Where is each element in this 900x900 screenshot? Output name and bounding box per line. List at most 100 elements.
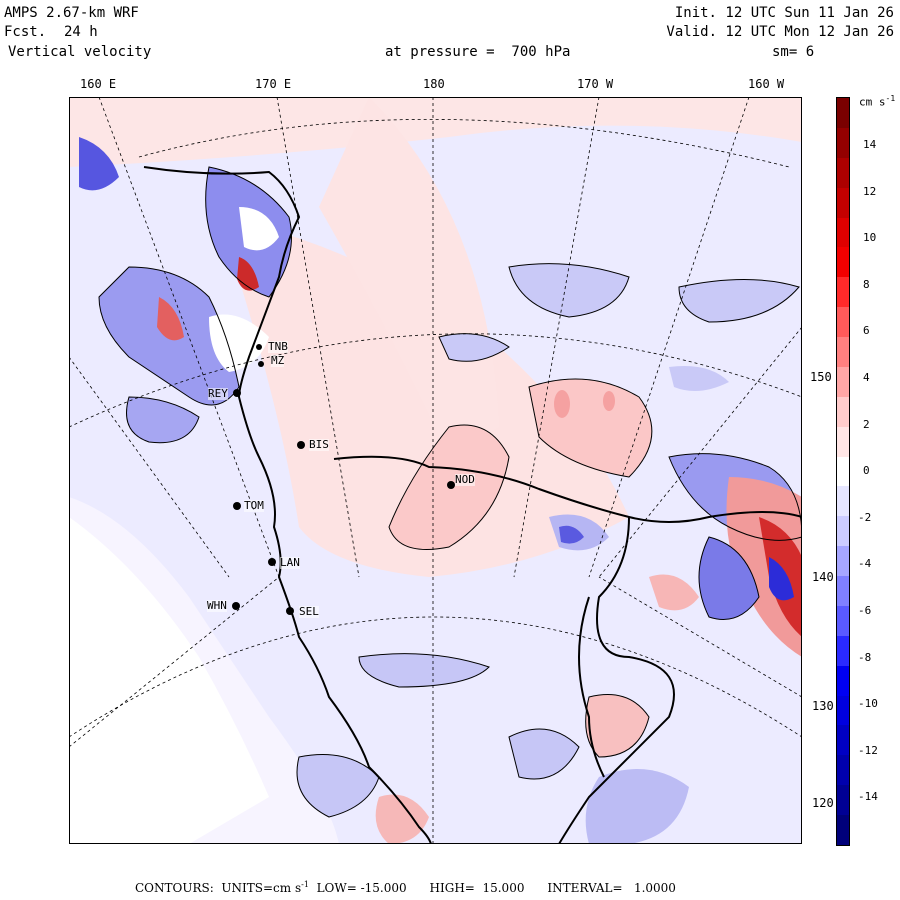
- positive-region: [585, 694, 649, 757]
- contour-info: CONTOURS: UNITS=cm s-1 LOW= -15.000 HIGH…: [135, 880, 676, 895]
- negative-region: [297, 754, 379, 817]
- colorbar-swatch: [837, 127, 849, 158]
- colorbar-swatch: [837, 157, 849, 188]
- contours-label: CONTOURS:: [135, 881, 214, 895]
- terrain-mask: [209, 314, 269, 372]
- colorbar-tick-label: -14: [858, 790, 878, 804]
- lon-label-180: 180: [423, 77, 445, 91]
- positive-region: [319, 97, 499, 457]
- high-value: HIGH= 15.000: [429, 881, 525, 895]
- vertical-velocity-map: [69, 97, 802, 844]
- lon-label-160w: 160 W: [748, 77, 785, 91]
- negative-region: [359, 653, 489, 687]
- station-dot-bis: [297, 441, 305, 449]
- negative-region: [559, 525, 584, 544]
- colorbar-tick-label: 0: [863, 464, 870, 478]
- lon-label-170w: 170 W: [577, 77, 614, 91]
- station-label-tom: TOM: [244, 499, 264, 512]
- colorbar-tick-label: -8: [858, 650, 872, 664]
- negative-region: [699, 537, 759, 620]
- negative-region: [585, 769, 689, 844]
- colorbar-tick-label: -2: [858, 510, 872, 524]
- colorbar-swatch: [837, 785, 849, 815]
- forecast-hours: 24 h: [64, 24, 98, 40]
- low-value: LOW= -15.000: [316, 881, 407, 895]
- colorbar-tick-label: -4: [858, 557, 872, 571]
- station-dot-tom: [233, 502, 241, 510]
- colorbar-swatch: [837, 98, 849, 128]
- colorbar-tick-label: -6: [858, 604, 872, 617]
- colorbar-swatch: [837, 725, 849, 756]
- station-dot-lan: [268, 558, 276, 566]
- negative-region: [79, 137, 119, 191]
- colorbar-swatch: [837, 665, 849, 696]
- station-dot-sel: [286, 607, 294, 615]
- field-name: Vertical velocity: [8, 44, 152, 60]
- colorbar-swatch: [837, 486, 849, 517]
- station-label-lan: LAN: [280, 556, 300, 569]
- colorbar-swatch: [837, 456, 849, 487]
- station-label-bis: BIS: [309, 438, 329, 451]
- station-label-rey: REY: [208, 387, 228, 400]
- colorbar-swatch: [837, 516, 849, 547]
- colorbar-swatch: [837, 635, 849, 666]
- colorbar-swatch: [837, 217, 849, 248]
- station-label-mz: MZ: [271, 354, 285, 367]
- valid-time: Valid. 12 UTC Mon 12 Jan 26: [666, 24, 894, 40]
- station-dot-mz: [258, 361, 264, 367]
- colorbar-swatch: [837, 396, 849, 427]
- smoothing-label: sm= 6: [772, 44, 815, 60]
- colorbar-tick-label: 12: [863, 184, 877, 198]
- colorbar-tick-label: -10: [858, 697, 878, 711]
- pressure-level: at pressure = 700 hPa: [385, 44, 571, 60]
- terrain-mask: [239, 207, 279, 251]
- colorbar-swatch: [837, 187, 849, 218]
- positive-region: [69, 97, 802, 167]
- station-dot-nod: [447, 481, 455, 489]
- negative-region: [679, 279, 799, 322]
- contour-lines: [98, 166, 802, 818]
- colorbar-units: cm s-1: [859, 94, 896, 109]
- colorbar-swatch: [837, 546, 849, 576]
- positive-region: [603, 391, 615, 411]
- colorbar-tick-label: 6: [863, 324, 870, 338]
- colorbar-swatch: [837, 366, 849, 397]
- station-dot-tnb: [256, 344, 262, 350]
- coastline: [143, 166, 802, 844]
- negative-region: [669, 366, 729, 391]
- negative-region: [126, 397, 199, 443]
- station-dot-rey: [233, 389, 241, 397]
- negative-region: [509, 263, 629, 317]
- negative-region: [769, 557, 794, 601]
- positive-region: [649, 574, 699, 611]
- lat-lon-grid: [69, 97, 802, 844]
- colorbar: [836, 97, 850, 846]
- negative-region: [439, 333, 509, 362]
- lon-label-170e: 170 E: [255, 77, 292, 91]
- negative-region: [509, 729, 579, 779]
- model-title: AMPS 2.67-km WRF: [4, 5, 139, 21]
- colorbar-tick-label: 14: [863, 138, 877, 151]
- station-dot-whn: [232, 602, 240, 610]
- colorbar-tick-label: 2: [863, 417, 870, 431]
- colorbar-swatch: [837, 695, 849, 726]
- units-label: UNITS=cm s: [221, 881, 302, 895]
- forecast-label: Fcst.: [4, 24, 47, 40]
- map-frame: [69, 97, 802, 844]
- station-label-tnb: TNB: [268, 340, 288, 353]
- colorbar-tick-label: 4: [863, 371, 870, 384]
- colorbar-swatch: [837, 307, 849, 337]
- positive-region: [375, 794, 429, 844]
- station-label-nod: NOD: [455, 473, 475, 486]
- colorbar-tick-label: 8: [863, 277, 870, 291]
- colorbar-swatch: [837, 277, 849, 308]
- colorbar-tick-label: 10: [863, 231, 877, 245]
- colorbar-swatch: [837, 576, 849, 606]
- colorbar-tick-label: -12: [858, 743, 878, 757]
- colorbar-swatch: [837, 337, 849, 367]
- init-time: Init. 12 UTC Sun 11 Jan 26: [674, 5, 894, 21]
- colorbar-swatch: [837, 426, 849, 457]
- station-label-whn: WHN: [207, 599, 227, 612]
- colorbar-swatch: [837, 755, 849, 786]
- station-label-sel: SEL: [299, 605, 319, 618]
